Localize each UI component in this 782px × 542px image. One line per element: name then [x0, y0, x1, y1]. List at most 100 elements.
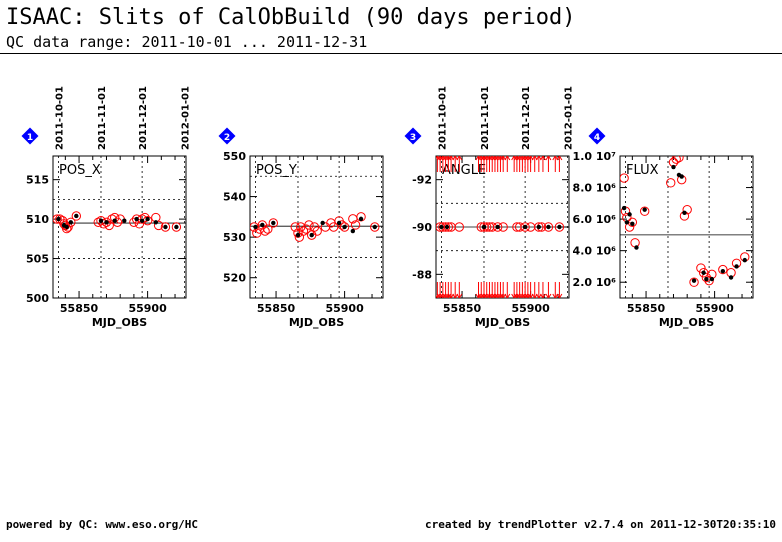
data-point-filled — [320, 220, 325, 226]
panel-label: POS_Y — [256, 163, 297, 178]
date-tick-label: 2012-01-01 — [564, 86, 575, 150]
data-point-filled — [701, 270, 706, 275]
offscale-arrow-head — [552, 293, 559, 298]
x-tick-label: 55900 — [695, 302, 734, 315]
data-point-filled — [728, 275, 734, 280]
data-point-filled — [536, 224, 542, 230]
x-axis-label: MJD_OBS — [475, 316, 530, 329]
offscale-arrow-head — [511, 156, 518, 161]
data-point-open — [290, 222, 300, 232]
offscale-arrow-head — [500, 156, 507, 161]
footer-powered-by: powered by QC: www.eso.org/HC — [6, 518, 199, 531]
offscale-arrow-head — [511, 293, 518, 298]
offscale-arrow-head — [519, 156, 526, 161]
offscale-arrow-head — [492, 293, 498, 298]
offscale-arrow-head — [448, 293, 455, 298]
data-point-open — [104, 220, 114, 231]
data-point-filled — [691, 278, 697, 283]
offscale-arrow-head — [500, 293, 507, 298]
offscale-arrow-head — [437, 293, 444, 298]
date-tick-label: 2012-01-01 — [181, 86, 192, 150]
data-point-open — [71, 211, 82, 221]
panel-number-badge — [404, 127, 422, 145]
data-point-filled — [336, 220, 342, 226]
y-tick-label: 515 — [26, 174, 49, 187]
data-point-open — [171, 222, 182, 232]
data-point-open — [620, 173, 629, 183]
header-divider — [0, 53, 782, 54]
offscale-arrow-head — [516, 293, 523, 298]
data-point-filled — [145, 216, 150, 222]
data-point-open — [639, 206, 650, 216]
date-tick-label: 2011-12-01 — [138, 86, 149, 150]
data-point-filled — [139, 218, 145, 223]
data-point-open — [682, 204, 692, 215]
offscale-arrow-head — [437, 156, 444, 161]
y-tick-label: 540 — [223, 191, 246, 204]
y-tick-label: -92 — [412, 174, 432, 187]
x-axis-label: MJD_OBS — [659, 316, 714, 329]
offscale-arrow-head — [475, 293, 482, 298]
plot-frame — [619, 155, 754, 299]
data-point-filled — [557, 224, 562, 230]
data-point-filled — [742, 257, 747, 263]
offscale-arrow-head — [556, 293, 563, 298]
data-point-filled — [372, 224, 377, 230]
offscale-arrow-head — [513, 156, 520, 161]
offscale-arrow-head — [483, 293, 490, 298]
offscale-arrow-head — [448, 156, 455, 161]
data-point-filled — [153, 220, 159, 225]
data-point-filled — [734, 264, 739, 269]
y-tick-label: 550 — [223, 150, 246, 163]
offscale-arrow-head — [452, 293, 459, 298]
y-tick-label: 2.0 10⁶ — [573, 276, 617, 289]
panel-number-badge — [588, 127, 606, 145]
data-point-filled — [624, 220, 630, 225]
panel-number-text: 3 — [410, 133, 416, 143]
panel-number-badge — [218, 127, 236, 145]
data-points — [53, 211, 182, 234]
offscale-arrow-head — [545, 156, 552, 161]
panel-label: ANGLE — [442, 163, 486, 178]
plots-area: 2011-10-01 2011-11-01 2011-12-01 2012-01-01… — [21, 86, 754, 329]
data-point-filled — [104, 220, 109, 225]
offscale-arrow-head — [489, 156, 496, 161]
offscale-arrow-head — [486, 293, 493, 298]
data-point-filled — [709, 276, 715, 282]
plot-frame — [52, 155, 187, 299]
data-point-filled — [642, 207, 647, 212]
data-point-open — [304, 220, 314, 230]
data-point-open — [312, 226, 322, 236]
data-point-open — [160, 222, 171, 232]
panel-number-text: 1 — [27, 133, 33, 143]
data-point-filled — [350, 228, 356, 234]
panel-number-text: 4 — [594, 133, 600, 143]
data-point-open — [260, 226, 270, 236]
offscale-arrow-head — [481, 293, 487, 298]
data-point-open — [543, 222, 554, 232]
offscale-arrow-head — [522, 293, 529, 298]
panel-label: FLUX — [626, 163, 659, 178]
offscale-arrow-head — [524, 156, 531, 161]
date-tick-label: 2011-10-01 — [54, 86, 65, 150]
offscale-arrow-head — [489, 293, 496, 298]
data-point-filled — [358, 216, 364, 222]
y-tick-label: 4.0 10⁶ — [573, 245, 617, 258]
data-point-filled — [64, 224, 69, 230]
y-tick-label: 505 — [26, 253, 49, 266]
y-tick-label: 530 — [223, 231, 246, 244]
offscale-arrow-head — [516, 156, 523, 161]
y-tick-label: 510 — [26, 213, 49, 226]
x-axis-label: MJD_OBS — [289, 316, 344, 329]
data-point-open — [671, 156, 681, 164]
x-tick-label: 55850 — [60, 302, 99, 315]
data-point-open — [696, 263, 706, 273]
data-point-filled — [68, 220, 74, 225]
offscale-arrow-head — [504, 293, 511, 298]
data-point-filled — [74, 213, 79, 219]
data-point-open — [718, 264, 728, 275]
y-tick-label: 500 — [26, 292, 49, 305]
offscale-arrow-head — [436, 293, 441, 298]
offscale-arrow-head — [519, 293, 526, 298]
